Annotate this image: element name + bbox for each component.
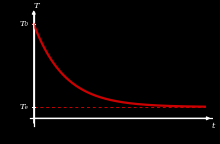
Text: T: T: [34, 2, 40, 10]
Text: T₀: T₀: [20, 20, 29, 28]
Text: t: t: [212, 122, 215, 130]
Text: Tₑ: Tₑ: [20, 103, 29, 111]
